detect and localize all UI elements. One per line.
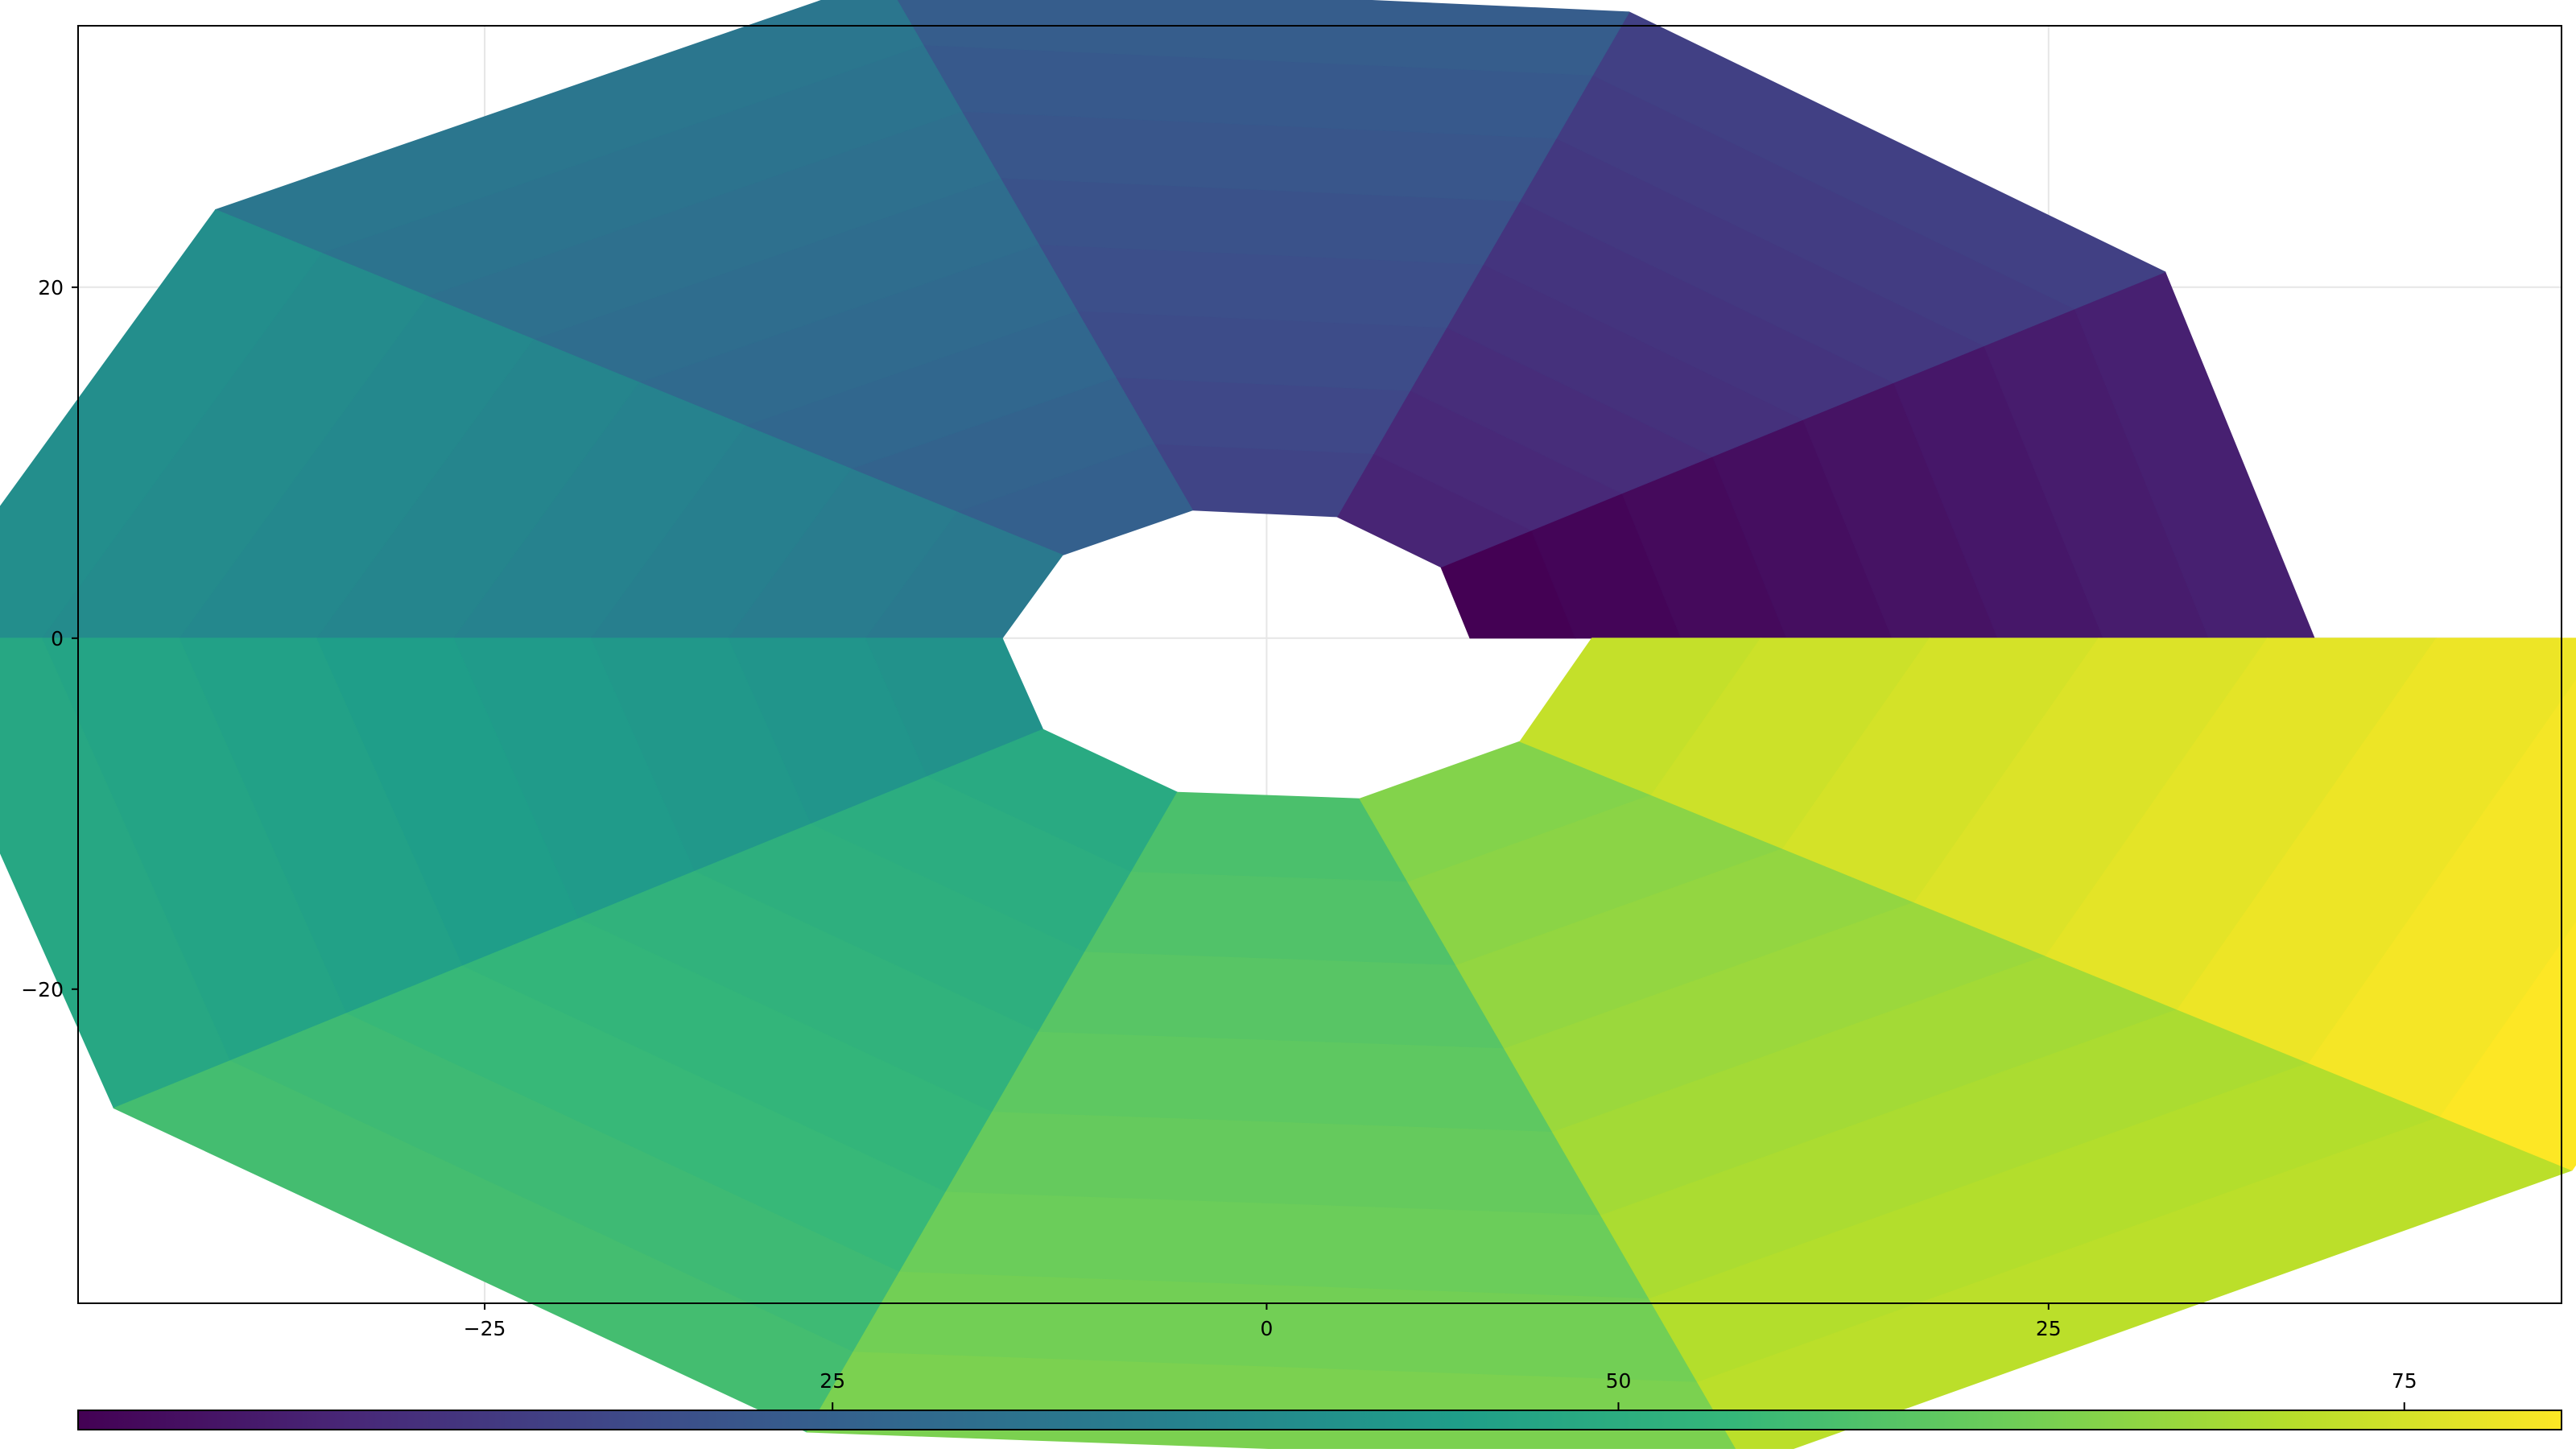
colorbar-tick-label: 75 xyxy=(2392,1369,2417,1393)
colorbar-ticks: 25 50 75 xyxy=(819,1369,2417,1410)
x-axis-ticks: −25 0 25 xyxy=(464,1303,2062,1340)
colorbar xyxy=(77,1410,2562,1430)
surface-cell xyxy=(1084,872,1457,966)
surface-cell xyxy=(2440,921,2576,1171)
y-tick-label: 20 xyxy=(38,276,64,299)
colorbar-tick-label: 50 xyxy=(1606,1369,1632,1393)
surface-cell xyxy=(2308,679,2576,1117)
x-tick-label: 0 xyxy=(1260,1317,1273,1340)
surface-cell xyxy=(0,209,322,639)
surface-cell xyxy=(2177,638,2576,1064)
y-axis-ticks: −20 0 20 xyxy=(21,276,78,1001)
y-tick-label: −20 xyxy=(21,978,64,1001)
x-tick-label: 25 xyxy=(2036,1317,2062,1340)
surface-cell xyxy=(896,0,1630,76)
y-tick-label: 0 xyxy=(51,627,64,650)
colorbar-tick-label: 25 xyxy=(819,1369,845,1393)
axes-frame xyxy=(77,25,2562,1304)
x-tick-label: −25 xyxy=(464,1317,506,1340)
